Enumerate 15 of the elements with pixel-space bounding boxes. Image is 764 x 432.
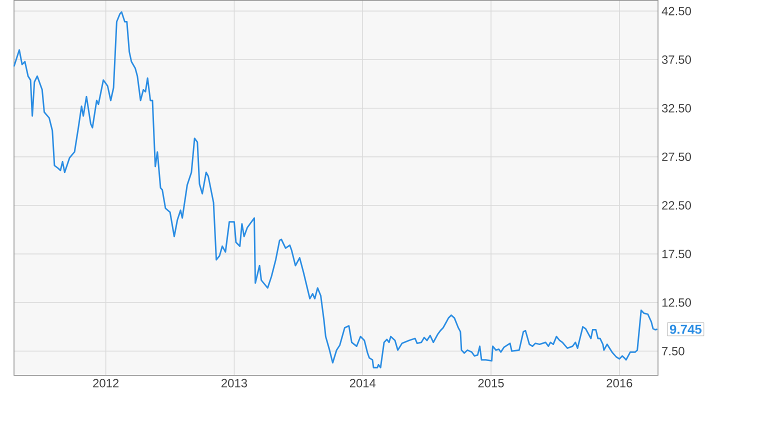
y-tick-label: 17.50 (662, 250, 691, 258)
y-tick-label: 42.50 (662, 6, 691, 16)
x-tick-label: 2014 (350, 378, 376, 388)
y-tick-label: 12.50 (662, 298, 691, 307)
x-tick-label: 2015 (478, 378, 504, 388)
line-series (13, 11, 658, 368)
x-tick-label: 2012 (93, 378, 119, 388)
y-tick-label: 27.50 (662, 152, 691, 161)
x-tick-label: 2013 (222, 378, 247, 388)
x-tick-label: 2016 (606, 378, 632, 388)
y-tick-label: 37.50 (662, 55, 691, 64)
y-tick-label: 32.50 (662, 104, 691, 112)
y-tick-label: 22.50 (662, 200, 691, 210)
y-tick-label: 7.50 (662, 346, 684, 356)
data-label: 9.745 (670, 324, 702, 334)
